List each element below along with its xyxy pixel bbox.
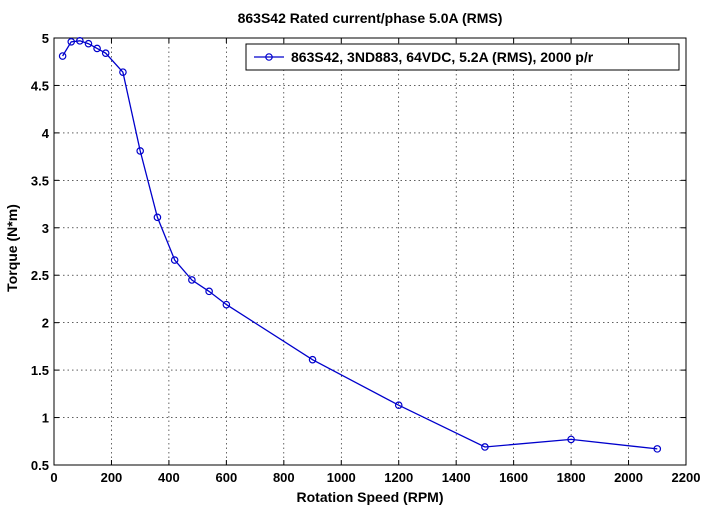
legend-marker-sample (265, 53, 273, 61)
x-tick-label: 600 (216, 470, 238, 485)
x-tick-label: 2200 (672, 470, 701, 485)
data-point (101, 49, 110, 57)
data-point (119, 68, 127, 76)
x-tick-label: 0 (50, 470, 57, 485)
x-tick-label: 1600 (499, 470, 528, 485)
data-point (205, 287, 213, 296)
data-point (58, 52, 67, 60)
legend-box (245, 43, 680, 71)
y-tick-label: 1 (42, 411, 49, 426)
data-point (394, 401, 403, 410)
axis-ticks: 0 200 400 600 800 1000 1200 1400 1600 1800 2000 220… (31, 31, 701, 485)
data-point (153, 213, 162, 222)
series-line (62, 40, 658, 450)
x-tick-label: 800 (273, 470, 295, 485)
x-tick-label: 400 (158, 470, 180, 485)
x-tick-label: 2000 (614, 470, 643, 485)
data-point (76, 37, 84, 45)
x-tick-label: 1800 (557, 470, 586, 485)
data-point (136, 147, 144, 155)
series-layer (58, 37, 662, 453)
y-tick-label: 2.5 (31, 268, 49, 283)
y-tick-label: 3 (42, 221, 49, 236)
data-point (222, 300, 231, 309)
legend-entry-label: 863S42, 3ND883, 64VDC, 5.2A (RMS), 2000 … (291, 49, 594, 65)
data-point (67, 37, 76, 46)
y-tick-label: 1.5 (31, 363, 49, 378)
chart-title: 863S42 Rated current/phase 5.0A (RMS) (238, 10, 503, 26)
y-tick-label: 0.5 (31, 458, 49, 473)
data-point (567, 435, 575, 444)
data-point (481, 443, 489, 451)
grid (54, 38, 686, 465)
data-point (653, 445, 662, 453)
data-point (93, 44, 101, 53)
data-point (308, 355, 317, 364)
data-point (84, 39, 93, 48)
y-tick-label: 3.5 (31, 173, 49, 188)
x-tick-label: 1400 (442, 470, 471, 485)
plot-area-frame (53, 37, 687, 466)
y-axis-label: Torque (N*m) (4, 204, 20, 292)
y-tick-label: 2 (42, 316, 49, 331)
legend: 863S42, 3ND883, 64VDC, 5.2A (RMS), 2000 … (245, 43, 680, 71)
y-tick-label: 4.5 (31, 78, 49, 93)
x-axis-label: Rotation Speed (RPM) (297, 489, 444, 505)
data-point (170, 256, 179, 264)
x-tick-label: 1200 (384, 470, 413, 485)
data-point (188, 276, 196, 284)
x-tick-label: 1000 (327, 470, 356, 485)
y-tick-label: 4 (42, 126, 50, 141)
x-tick-label: 200 (101, 470, 123, 485)
y-tick-label: 5 (42, 31, 49, 46)
